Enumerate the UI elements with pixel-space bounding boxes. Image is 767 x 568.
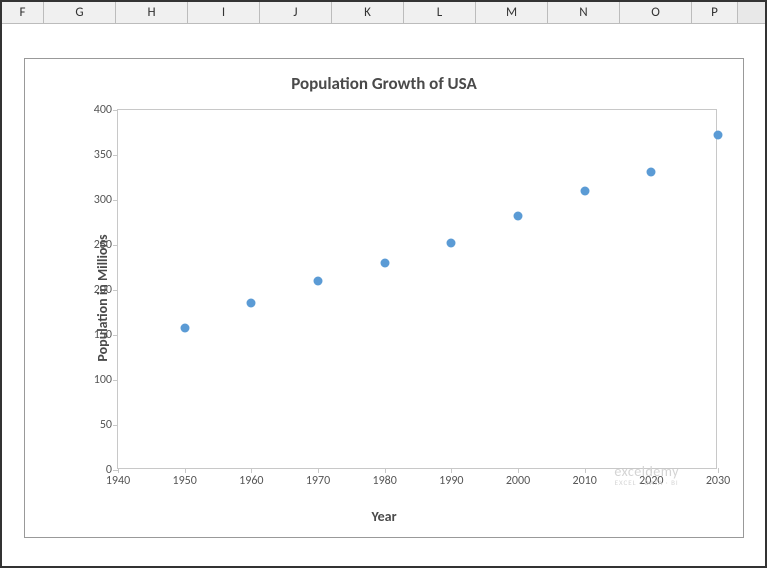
x-tick-mark (318, 468, 319, 473)
column-header-G[interactable]: G (44, 2, 116, 23)
watermark-main: exceldemy (614, 464, 679, 479)
column-header-F[interactable]: F (2, 2, 44, 23)
data-point[interactable] (180, 323, 189, 332)
column-header-J[interactable]: J (260, 2, 332, 23)
y-tick-mark (113, 200, 118, 201)
chart-title: Population Growth of USA (25, 73, 743, 94)
data-point[interactable] (514, 212, 523, 221)
x-tick-mark (585, 468, 586, 473)
data-point[interactable] (580, 187, 589, 196)
y-axis-label: Population in Millions (94, 234, 111, 361)
data-point[interactable] (380, 259, 389, 268)
x-tick-mark (385, 468, 386, 473)
column-header-O[interactable]: O (620, 2, 692, 23)
data-point[interactable] (314, 277, 323, 286)
column-header-H[interactable]: H (116, 2, 188, 23)
x-tick-mark (251, 468, 252, 473)
column-header-N[interactable]: N (548, 2, 620, 23)
column-header-L[interactable]: L (404, 2, 476, 23)
x-tick-mark (118, 468, 119, 473)
column-header-I[interactable]: I (188, 2, 260, 23)
y-tick-mark (113, 335, 118, 336)
data-point[interactable] (447, 239, 456, 248)
y-tick-mark (113, 155, 118, 156)
column-header-P[interactable]: P (692, 2, 738, 23)
x-axis-label: Year (25, 508, 743, 525)
spreadsheet-frame: FGHIJKLMNOP Population Growth of USA Pop… (0, 0, 767, 568)
x-tick-mark (518, 468, 519, 473)
plot-area: 0501001502002503003504001940195019601970… (117, 109, 717, 469)
column-header-M[interactable]: M (476, 2, 548, 23)
x-tick-mark (451, 468, 452, 473)
watermark: exceldemy EXCEL · DATA · BI (614, 464, 679, 487)
column-header-K[interactable]: K (332, 2, 404, 23)
x-tick-mark (718, 468, 719, 473)
column-header-row: FGHIJKLMNOP (2, 2, 765, 24)
watermark-sub: EXCEL · DATA · BI (614, 479, 679, 487)
data-point[interactable] (247, 298, 256, 307)
data-point[interactable] (714, 131, 723, 140)
data-point[interactable] (647, 168, 656, 177)
y-tick-mark (113, 110, 118, 111)
y-tick-mark (113, 290, 118, 291)
chart-container[interactable]: Population Growth of USA Population in M… (24, 58, 744, 538)
y-tick-mark (113, 380, 118, 381)
x-tick-mark (185, 468, 186, 473)
y-tick-mark (113, 425, 118, 426)
y-tick-mark (113, 245, 118, 246)
